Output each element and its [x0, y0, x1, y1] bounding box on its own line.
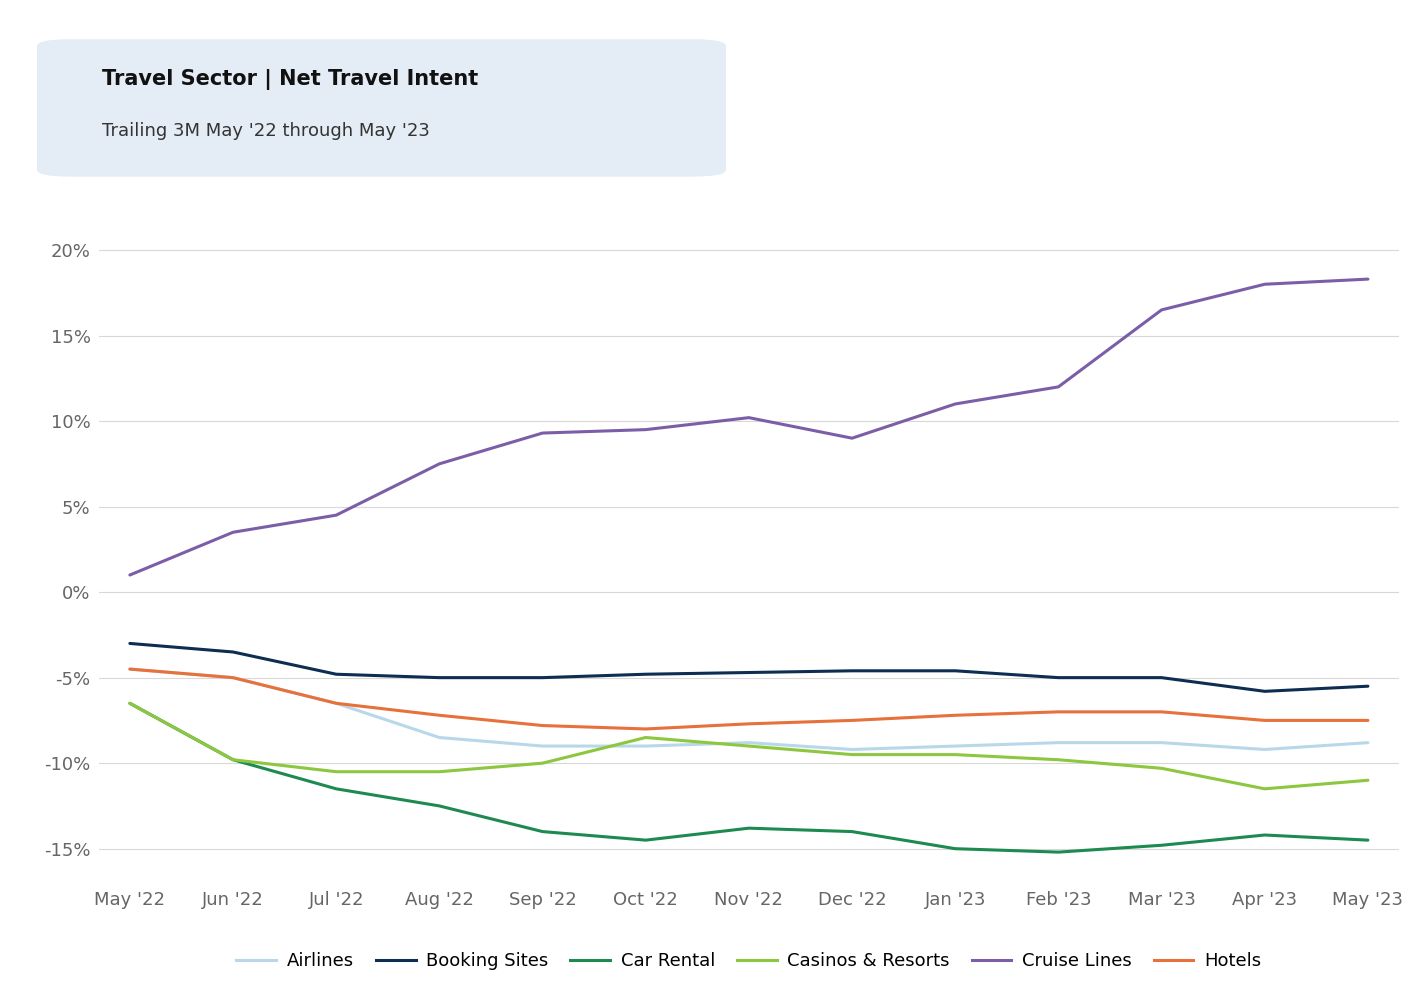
Text: Trailing 3M May '22 through May '23: Trailing 3M May '22 through May '23: [102, 122, 430, 139]
FancyBboxPatch shape: [37, 39, 726, 177]
Text: Travel Sector | Net Travel Intent: Travel Sector | Net Travel Intent: [102, 70, 478, 90]
Legend: Airlines, Booking Sites, Car Rental, Casinos & Resorts, Cruise Lines, Hotels: Airlines, Booking Sites, Car Rental, Cas…: [229, 945, 1269, 977]
